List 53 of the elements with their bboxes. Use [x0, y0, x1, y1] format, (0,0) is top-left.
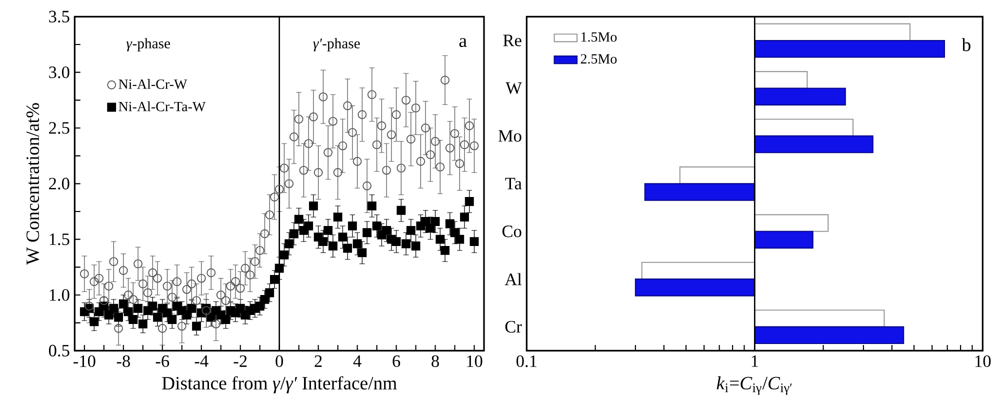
- y-tick-label: Cr: [505, 320, 522, 333]
- y-tick-label: Mo: [498, 130, 522, 142]
- x-tick-label: 0: [276, 355, 284, 368]
- legend-label: Ni-Al-Cr-Ta-W: [118, 101, 206, 112]
- bar: [679, 166, 756, 184]
- annotation: γ′-phase: [313, 38, 360, 52]
- bar: [754, 230, 814, 249]
- y-tick-label: 1.0: [50, 289, 70, 301]
- x-tick-label: -8: [116, 355, 130, 368]
- y-tick-label: 3.0: [49, 66, 70, 78]
- bar: [634, 278, 756, 296]
- x-tick-label: 6: [392, 355, 400, 368]
- x-tick-label: -2: [234, 355, 247, 367]
- x-axis-title: Distance from γ/γ′ Interface/nm: [162, 376, 397, 394]
- annotation: a: [459, 38, 467, 48]
- y-tick-label: Co: [502, 226, 522, 238]
- bar: [754, 214, 829, 232]
- y-axis-title: W Concentration/at%: [26, 103, 40, 265]
- x-tick-label: -6: [156, 355, 170, 368]
- x-tick-label: 10: [976, 355, 991, 368]
- bar: [641, 262, 756, 280]
- x-tick-label: 2: [314, 355, 322, 367]
- bar: [754, 135, 874, 154]
- y-tick-label: 3.5: [49, 10, 70, 23]
- y-tick-label: 2.0: [49, 178, 70, 190]
- y-tick-label: Al: [504, 273, 522, 286]
- bar: [754, 23, 911, 42]
- legend-label: 1.5Mo: [581, 32, 617, 42]
- x-tick-label: 10: [467, 355, 482, 368]
- x-tick-label: 1: [752, 355, 758, 367]
- bar: [754, 88, 846, 106]
- y-tick-label: Re: [503, 34, 522, 46]
- legend-label: 2.5Mo: [580, 54, 617, 64]
- y-tick-label: W: [506, 82, 522, 94]
- legend-label: Ni-Al-Cr-W: [118, 79, 188, 89]
- x-tick-label: 4: [353, 355, 362, 367]
- bar: [754, 326, 904, 344]
- x-axis-title: k$_{i}$=C$_{iγ}$/C$_{iγ′}$: [716, 376, 792, 395]
- x-tick-label: 8: [432, 355, 439, 368]
- y-tick-label: 0.5: [48, 344, 70, 357]
- x-tick-label: -4: [194, 355, 208, 367]
- bar: [644, 183, 756, 201]
- annotation: b: [962, 38, 970, 52]
- annotation: γ-phase: [126, 38, 170, 52]
- x-tick-label: 0.1: [516, 355, 536, 368]
- y-tick-label: 1.5: [50, 233, 70, 246]
- bar: [754, 118, 854, 136]
- bar: [754, 71, 808, 89]
- y-tick-label: Ta: [505, 178, 522, 190]
- bar: [754, 40, 945, 58]
- bar: [754, 310, 885, 328]
- x-tick-label: -10: [74, 355, 96, 368]
- y-tick-label: 2.5: [49, 122, 70, 134]
